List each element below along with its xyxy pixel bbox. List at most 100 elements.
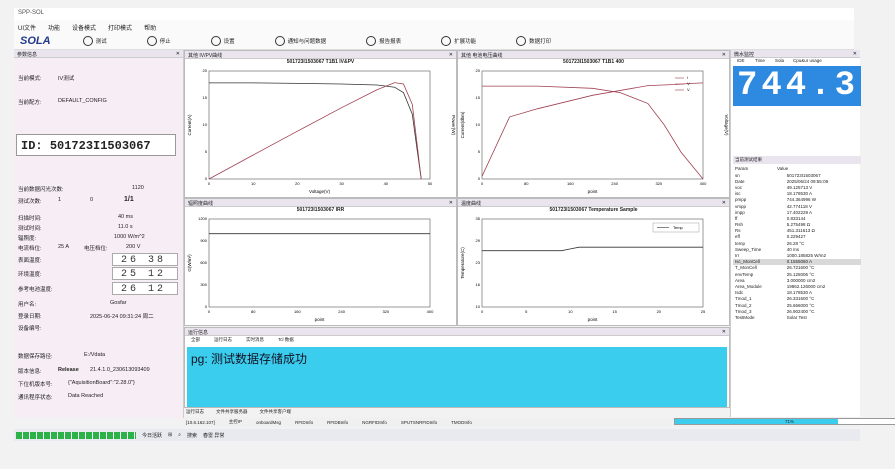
table-row[interactable]: Sweep_Time 40 ms [733,246,861,252]
series-line [482,85,704,180]
close-icon[interactable]: ✕ [721,200,726,206]
current-range-value: 25 A [58,244,70,250]
table-row[interactable]: T_MonCell 26.721600 °C [733,265,861,271]
legend-entry: I [687,75,688,80]
table-row[interactable]: Tmod_3 26.902400 °C [733,308,861,314]
close-icon[interactable]: ✕ [448,200,453,206]
test-count-b: 0 [90,197,94,203]
table-row[interactable]: ff 0.833144 [733,215,861,221]
irradiance-value: 1000 W/m^2 [114,234,145,240]
x-tick-label: 240 [611,181,618,186]
table-row[interactable]: Isdc 18.178530 A [733,290,861,296]
cell-value: 0.229427 [786,234,806,240]
menu-item[interactable]: 打印模式 [108,26,133,32]
table-row[interactable]: pmpp 744.364996 W [733,197,861,203]
y-axis-label: Current(dbm) [460,111,465,138]
ref-temp-label: 参考电池温度: [18,287,53,293]
cell-param: pmpp [735,197,747,203]
cell-param: Irr [735,253,740,259]
taskbar-search[interactable]: 搜索 [187,432,198,439]
tab-realtime[interactable]: 实时消息 [246,337,264,342]
voltage-range-label: 电压档位: [84,246,108,252]
menu-item[interactable]: 帮助 [144,26,157,32]
x-axis-label: Voltage(V) [309,189,331,194]
table-row[interactable]: envTemp 25.125006 °C [733,271,861,277]
tab-tcl[interactable]: Tcl 数据 [278,337,294,342]
table-row[interactable]: Area_Module 19862.126000 cm2 [733,283,861,289]
user-value: Gosfar [110,300,127,306]
test-count-label: 测试次数: [18,199,42,205]
table-row[interactable]: Rs 451.311613 Ω [733,228,861,234]
print-button[interactable]: 数据打印 [516,35,551,46]
tab-sola[interactable]: Sola [775,58,785,63]
tab-all[interactable]: 全部 [191,337,200,342]
y-axis-label: Current(A) [187,114,192,136]
table-row[interactable]: Isc_MonCell 0.1555060 A [733,258,861,265]
status-item: RFIDBInfo [327,419,349,425]
table-row[interactable]: voc 49.125713 V [733,184,861,190]
expand-button[interactable]: 扩展功能 [441,35,476,46]
table-row[interactable]: Rsh 5.275498 Ω [733,222,861,228]
table-row[interactable]: Tmod_2 25.666000 °C [733,302,861,308]
table-row[interactable]: isc 18.178530 A [733,191,861,197]
tab-file-server[interactable]: 文件共享服务器 [216,409,248,414]
cell-value: 18.178530 A [786,290,813,296]
run-button[interactable]: 测试 [82,35,107,46]
close-icon[interactable]: ✕ [448,52,453,58]
cell-value: 1000.185825 W/m2 [786,253,827,259]
iv-chart: 0 10 20 30 40 50 0 5 10 15 20 Voltage(V) Current(A) P… [187,68,456,194]
tab-ide[interactable]: IDE [737,58,745,63]
close-icon[interactable]: ✕ [721,329,726,335]
play-icon [82,35,93,46]
search-icon[interactable]: ⌕ [178,432,182,438]
windows-start-icon[interactable]: ⊞ [168,432,173,438]
close-icon[interactable]: ✕ [852,51,857,57]
menu-item[interactable]: 功能 [48,26,61,32]
panel-tab[interactable]: 其他 电池电压曲线 [461,53,503,59]
cell-param: TestMode [735,314,755,320]
cell-value: 26.721600 °C [786,265,815,271]
report-button[interactable]: 报告报表 [366,35,401,46]
data-query-button[interactable]: 通知与问题数据 [274,35,326,46]
close-icon[interactable]: ✕ [721,52,726,58]
x-tick-label: 0 [208,181,211,186]
cell-value: 744.364996 W [786,197,817,203]
voltage-range-value: 200 V [126,244,141,250]
save-path-value[interactable]: E:/Vdata [84,352,106,358]
panel-tab[interactable]: 辐照度曲线 [188,201,214,207]
status-item: SPUTSNRFIDInfo [400,419,438,425]
stop-button[interactable]: 停止 [146,35,171,46]
table-row[interactable]: TestMode Solar Test [733,314,861,320]
table-row[interactable]: impp 17.402229 A [733,209,861,215]
status-bar: [10.6.162.107] 主控IP onboardMsg RFIDInfo … [184,417,895,427]
chart-title: 501723I1503067 Temperature Sample [549,207,638,213]
env-temp-display: 25 12 [112,267,178,280]
table-row[interactable]: Irr 1000.185825 W/m2 [733,252,861,258]
temp-chart-panel: 温度曲线 ✕ 501723I1503067 Temperature Sample … [457,198,730,326]
menu-item[interactable]: 设备模式 [72,26,97,32]
panel-tab[interactable]: 其他 IV/PV曲线 [188,53,223,59]
table-row[interactable]: Area 3.000000 cm2 [733,277,861,283]
tab-run-log[interactable]: 运行日志 [214,337,232,342]
test-mode-value: IV测试 [58,76,75,82]
table-row[interactable]: eff 0.229427 [733,234,861,240]
tab-cpu[interactable]: Cpu&ur usage [793,58,822,63]
tab-time[interactable]: Time [755,58,765,63]
cell-param: Rs [735,228,741,234]
table-row[interactable]: temp 26.28 °C [733,240,861,246]
menu-bar: UI文件 功能 设备模式 打印模式 帮助 [14,20,854,32]
close-icon[interactable]: ✕ [175,51,180,57]
settings-button[interactable]: 设置 [210,35,235,46]
scan-time-value: 40 ms [118,214,133,220]
cell-value: 25.125006 °C [786,271,815,277]
tab-file-client[interactable]: 文件共享客户端 [259,409,292,414]
table-row[interactable]: Tmod_1 26.331600 °C [733,296,861,302]
panel-tab[interactable]: 温度曲线 [461,201,482,207]
x-tick-label: 320 [382,309,389,314]
table-row[interactable]: vmpp 42.774118 V [733,203,861,209]
x-tick-label: 5 [525,309,528,314]
table-row[interactable]: Date 2025/06/24 09:55:09 [733,178,861,184]
table-row[interactable]: sn 501723I1503067 [733,172,861,178]
menu-item[interactable]: UI文件 [18,26,37,32]
tab-run-log-bottom[interactable]: 运行日志 [186,409,204,414]
